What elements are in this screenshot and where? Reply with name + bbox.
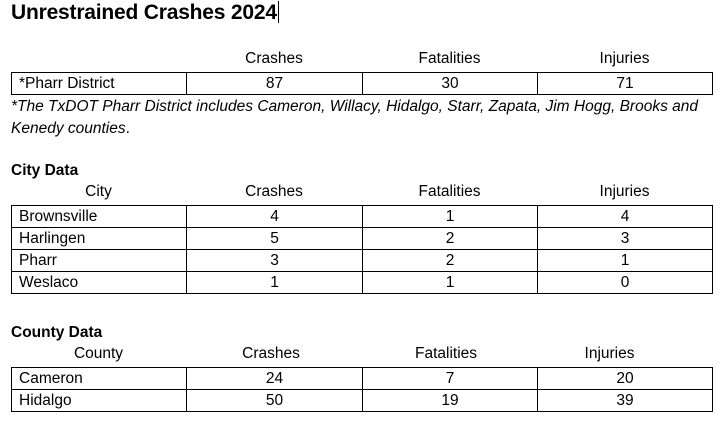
footnote-text: *The TxDOT Pharr District includes Camer…	[11, 98, 698, 137]
table-cell: *Pharr District	[11, 72, 187, 95]
table-cell: 24	[186, 367, 363, 390]
table-cell: 4	[537, 205, 713, 228]
table-cell: 7	[362, 367, 538, 390]
table-cell: Brownsville	[11, 205, 187, 228]
table-row: Weslaco 1 1 0	[11, 271, 713, 294]
county-section-label: County Data	[11, 324, 103, 341]
district-header-injuries: Injuries	[599, 50, 650, 67]
table-cell: 50	[186, 389, 363, 412]
table-row: Hidalgo 50 19 39	[11, 389, 713, 412]
table-cell: Pharr	[11, 249, 187, 272]
county-table: Cameron 24 7 20 Hidalgo 50 19 39	[11, 367, 713, 412]
table-cell: 5	[186, 227, 363, 250]
city-header-fatalities: Fatalities	[418, 183, 481, 200]
city-table: Brownsville 4 1 4 Harlingen 5 2 3 Pharr …	[11, 205, 713, 294]
title-text: Unrestrained Crashes 2024	[11, 1, 277, 24]
county-header-county: County	[73, 345, 124, 362]
city-section-label: City Data	[11, 162, 79, 179]
table-cell: 3	[537, 227, 713, 250]
table-cell: 2	[362, 249, 538, 272]
table-cell: 1	[186, 271, 363, 294]
city-header-injuries: Injuries	[599, 183, 650, 200]
county-header-injuries: Injuries	[584, 345, 635, 362]
city-header-crashes: Crashes	[245, 183, 303, 200]
table-row: Brownsville 4 1 4	[11, 205, 713, 228]
district-header-fatalities: Fatalities	[418, 50, 481, 67]
table-row: *Pharr District 87 30 71	[11, 72, 713, 95]
table-row: Harlingen 5 2 3	[11, 227, 713, 250]
table-cell: Hidalgo	[11, 389, 187, 412]
city-header-city: City	[85, 183, 112, 200]
table-cell: Weslaco	[11, 271, 187, 294]
document-title: Unrestrained Crashes 2024	[11, 0, 279, 26]
text-cursor	[277, 1, 279, 23]
table-cell: 3	[186, 249, 363, 272]
table-cell: 20	[537, 367, 713, 390]
county-header-crashes: Crashes	[242, 345, 300, 362]
district-header-crashes: Crashes	[245, 50, 303, 67]
table-cell: 1	[537, 249, 713, 272]
county-header-fatalities: Fatalities	[414, 345, 478, 362]
table-cell: 30	[362, 72, 538, 95]
table-row: Cameron 24 7 20	[11, 367, 713, 390]
table-cell: 39	[537, 389, 713, 412]
table-cell: 1	[362, 205, 538, 228]
table-cell: 1	[362, 271, 538, 294]
table-cell: Harlingen	[11, 227, 187, 250]
table-cell: 71	[537, 72, 713, 95]
district-table: *Pharr District 87 30 71	[11, 72, 713, 95]
table-cell: 4	[186, 205, 363, 228]
district-footnote: *The TxDOT Pharr District includes Camer…	[11, 96, 716, 140]
table-row: Pharr 3 2 1	[11, 249, 713, 272]
footnote-period: .	[125, 120, 130, 137]
table-cell: 2	[362, 227, 538, 250]
table-cell: Cameron	[11, 367, 187, 390]
table-cell: 0	[537, 271, 713, 294]
table-cell: 87	[186, 72, 363, 95]
table-cell: 19	[362, 389, 538, 412]
